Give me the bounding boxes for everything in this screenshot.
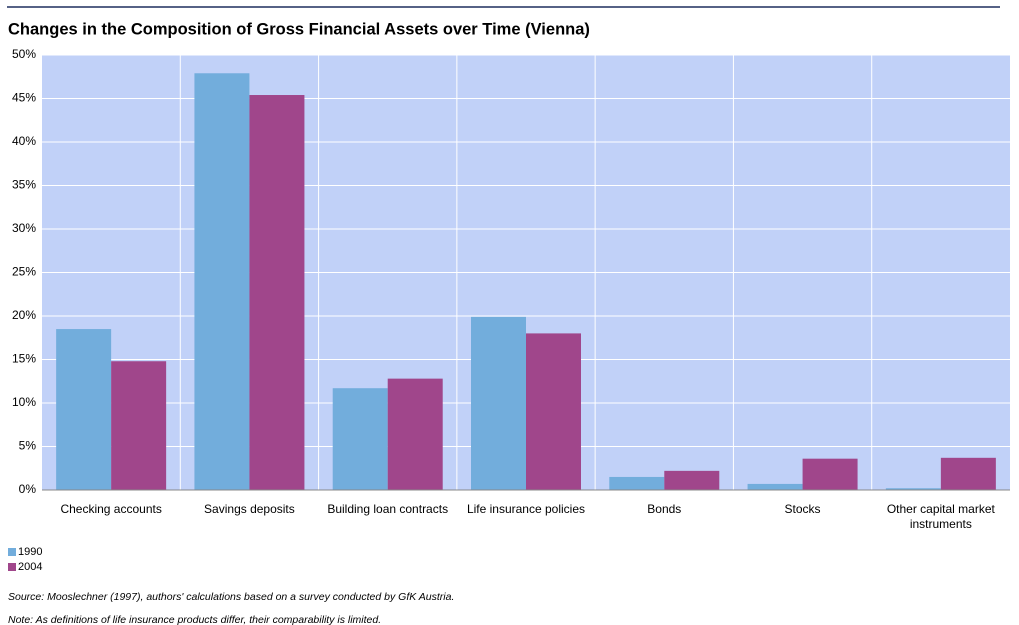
x-tick-label-box: Building loan contracts	[327, 502, 449, 516]
x-tick-label: Stocks	[784, 502, 821, 516]
bar	[332, 388, 388, 490]
x-tick-label: Building loan contracts	[327, 502, 449, 516]
bar	[747, 483, 803, 490]
chart-title: Changes in the Composition of Gross Fina…	[8, 20, 590, 38]
y-tick-label: 50%	[12, 47, 36, 61]
x-tick-label-box: Life insurance policies	[466, 502, 586, 516]
legend-swatch	[8, 563, 16, 571]
bar	[387, 378, 443, 490]
bar	[471, 316, 526, 490]
bar	[940, 457, 996, 490]
bar	[885, 488, 941, 490]
bar	[664, 470, 720, 490]
y-tick-label: 0%	[19, 482, 37, 496]
x-tick-label-box: Other capital market instruments	[886, 502, 995, 531]
x-tick-label: Life insurance policies	[466, 502, 586, 516]
x-tick-label: Checking accounts	[60, 502, 162, 516]
x-tick-label-box: Bonds	[647, 502, 682, 516]
bar	[802, 458, 858, 490]
legend-label: 2004	[18, 561, 42, 573]
y-tick-label: 20%	[12, 308, 36, 322]
y-tick-label: 15%	[12, 352, 36, 366]
x-tick-label-box: Savings deposits	[204, 502, 295, 516]
y-tick-label: 5%	[19, 439, 37, 453]
legend-swatch	[8, 548, 16, 556]
bar	[249, 95, 305, 491]
x-tick-label-box: Stocks	[784, 502, 821, 516]
source: Source: Mooslechner (1997), authors' cal…	[8, 591, 454, 603]
x-tick-label: Bonds	[647, 502, 682, 516]
bar	[111, 361, 167, 490]
y-tick-label: 45%	[12, 91, 36, 105]
bar	[609, 476, 665, 490]
bar	[526, 333, 581, 490]
note: Note: As definitions of life insurance p…	[8, 614, 381, 625]
y-tick-label: 40%	[12, 134, 36, 148]
legend-label: 1990	[18, 546, 42, 558]
bar	[56, 329, 112, 490]
x-tick-label-box: Checking accounts	[60, 502, 162, 516]
x-tick-label: Other capital market instruments	[886, 502, 995, 531]
y-tick-label: 30%	[12, 221, 36, 235]
y-tick-label: 25%	[12, 265, 36, 279]
bar	[194, 73, 250, 491]
x-tick-label: Savings deposits	[204, 502, 295, 516]
y-tick-label: 10%	[12, 395, 36, 409]
y-tick-label: 35%	[12, 178, 36, 192]
